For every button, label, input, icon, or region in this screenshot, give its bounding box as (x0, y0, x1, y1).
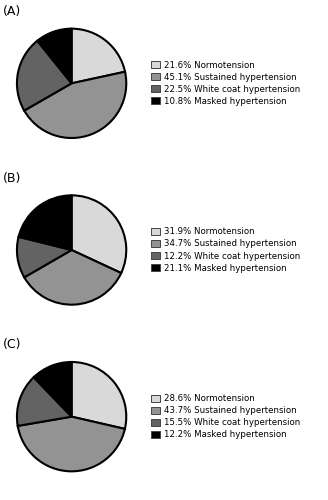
Wedge shape (72, 196, 126, 273)
Wedge shape (24, 250, 121, 304)
Legend: 21.6% Normotension, 45.1% Sustained hypertension, 22.5% White coat hypertension,: 21.6% Normotension, 45.1% Sustained hype… (151, 61, 300, 106)
Wedge shape (24, 72, 126, 138)
Wedge shape (18, 416, 125, 472)
Wedge shape (72, 28, 125, 84)
Legend: 31.9% Normotension, 34.7% Sustained hypertension, 12.2% White coat hypertension,: 31.9% Normotension, 34.7% Sustained hype… (151, 228, 300, 272)
Legend: 28.6% Normotension, 43.7% Sustained hypertension, 15.5% White coat hypertension,: 28.6% Normotension, 43.7% Sustained hype… (151, 394, 300, 439)
Wedge shape (34, 362, 72, 416)
Wedge shape (37, 28, 72, 84)
Text: (A): (A) (3, 5, 22, 18)
Wedge shape (17, 378, 72, 426)
Wedge shape (17, 41, 72, 110)
Wedge shape (19, 196, 72, 250)
Wedge shape (17, 237, 72, 278)
Text: (C): (C) (3, 338, 22, 351)
Wedge shape (72, 362, 126, 429)
Text: (B): (B) (3, 172, 22, 184)
